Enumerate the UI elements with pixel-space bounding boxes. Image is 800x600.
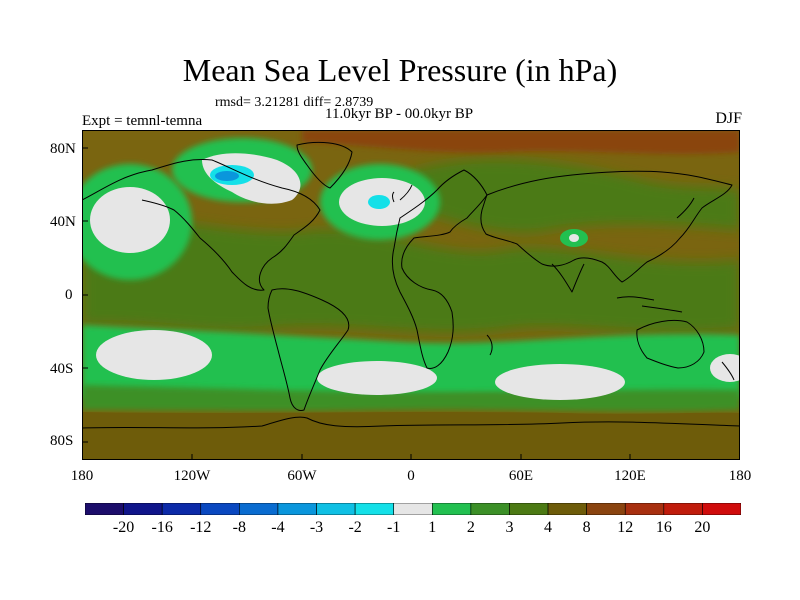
field-eurasia-green	[412, 159, 740, 233]
coastlines	[82, 141, 740, 429]
stats-label: rmsd= 3.21281 diff= 2.8739	[215, 95, 374, 110]
colorbar-box	[509, 503, 549, 515]
field-tropics-green	[82, 217, 740, 333]
colorbar-box	[239, 503, 279, 515]
colorbar-label: -3	[309, 519, 324, 536]
field-tibet-white	[569, 234, 579, 242]
coast-nz	[721, 361, 735, 381]
lon-label-180w: 180	[70, 468, 94, 484]
lon-label-60e: 60E	[508, 468, 534, 484]
colorbar-label: -12	[190, 519, 212, 536]
lon-label-60w: 60W	[287, 468, 317, 484]
experiment-label: Expt = temnl-temna	[82, 113, 203, 129]
colorbar-box	[431, 503, 472, 515]
field-spacific-white	[96, 330, 212, 380]
coast-india	[551, 263, 585, 293]
coast-uk	[392, 184, 413, 203]
field-npacific-white	[90, 187, 170, 253]
colorbar-label: -1	[387, 519, 401, 536]
colorbar-label: -8	[232, 519, 246, 536]
colorbar-label: -2	[348, 519, 362, 536]
coast-greenland	[296, 141, 353, 189]
field-satlantic-white	[317, 361, 437, 395]
field-antarctic-brown	[82, 412, 740, 460]
colorbar-box	[354, 503, 395, 515]
lat-label-80s: 80S	[50, 433, 74, 449]
colorbar-label: 3	[505, 519, 514, 536]
lat-label-80n: 80N	[50, 141, 76, 157]
map-title: Mean Sea Level Pressure (in hPa)	[182, 52, 618, 88]
coast-south-america	[267, 288, 350, 411]
field-arctic-rust	[302, 130, 740, 154]
colorbar-label: 8	[582, 519, 591, 536]
axis-ticks	[82, 147, 631, 460]
colorbar-box	[702, 503, 741, 515]
colorbar-box	[200, 503, 240, 515]
colorbar-box	[161, 503, 202, 515]
lat-label-40n: 40N	[50, 214, 76, 230]
colorbar-box	[85, 503, 124, 515]
colorbar-box	[663, 503, 703, 515]
lon-label-0: 0	[407, 468, 415, 484]
coast-north-america	[82, 159, 321, 291]
pressure-map	[82, 130, 740, 460]
colorbar-box	[470, 503, 510, 515]
colorbar-label: -16	[151, 519, 173, 536]
coast-europe-africa	[391, 169, 488, 369]
field-natlantic-cyan	[368, 195, 390, 209]
colorbar-label: 20	[694, 519, 711, 536]
coast-australia	[636, 319, 705, 369]
colorbar-label: 16	[655, 519, 672, 536]
lon-label-120w: 120W	[173, 468, 211, 484]
colorbar-box	[547, 503, 587, 515]
field-canada-blue	[215, 171, 239, 181]
colorbar-box	[624, 503, 665, 515]
colorbar-label: -4	[271, 519, 285, 536]
coast-japan	[676, 197, 695, 219]
field-nz-white	[710, 354, 740, 382]
coast-antarctica	[82, 416, 740, 429]
colorbar-box	[123, 503, 163, 515]
field-sindian-white	[495, 364, 625, 400]
colorbar-box	[586, 503, 626, 515]
colorbar-label: -20	[112, 519, 135, 536]
coast-asia	[480, 170, 733, 283]
colorbar-label: 4	[544, 519, 553, 536]
colorbar-box	[393, 503, 433, 515]
colorbar-label: 12	[617, 519, 634, 536]
lon-label-120e: 120E	[614, 468, 646, 484]
coast-madagascar	[486, 334, 493, 356]
colorbar-label: 2	[466, 519, 475, 536]
coast-indonesia	[616, 296, 683, 313]
colorbar-box	[316, 503, 356, 515]
season-label: DJF	[715, 110, 742, 127]
colorbar-label: 1	[428, 519, 437, 536]
lat-label-0: 0	[65, 287, 73, 303]
colorbar	[85, 503, 741, 515]
colorbar-box	[277, 503, 317, 515]
lat-label-40s: 40S	[50, 361, 74, 377]
lon-label-180e: 180	[728, 468, 752, 484]
period-label: 11.0kyr BP - 00.0kyr BP	[325, 106, 474, 122]
